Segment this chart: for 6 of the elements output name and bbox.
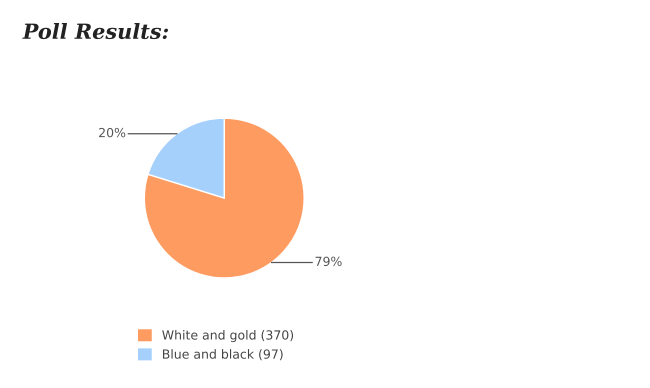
legend-label: White and gold (370) bbox=[162, 330, 294, 342]
legend-label: Blue and black (97) bbox=[162, 349, 283, 360]
data-label: 20% bbox=[99, 128, 126, 138]
pie-slice bbox=[144, 117, 305, 279]
data-label: 79% bbox=[316, 256, 342, 266]
chart-title: Poll Results: bbox=[22, 22, 168, 40]
